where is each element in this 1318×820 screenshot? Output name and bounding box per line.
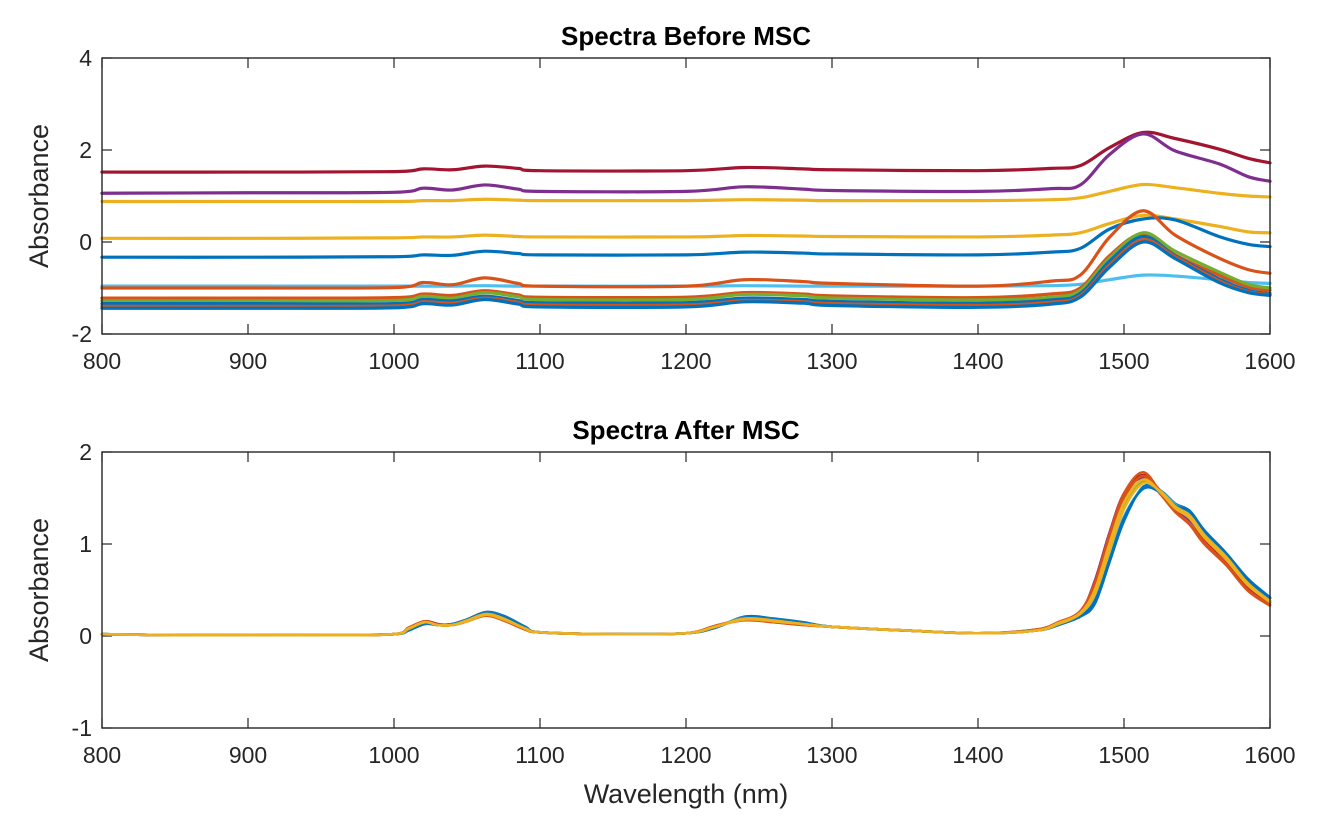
x-tick-label: 1000: [368, 348, 419, 374]
series-line-before-3: [100, 182, 1272, 204]
x-tick-label: 1000: [368, 742, 419, 768]
x-tick-label: 1600: [1244, 742, 1295, 768]
y-axis-label-after-msc: Absorbance: [24, 518, 54, 662]
x-tick-label: 800: [83, 742, 121, 768]
x-tick-label: 1600: [1244, 348, 1295, 374]
series-line-before-8: [100, 232, 1272, 300]
series-group-before-msc: [100, 130, 1272, 310]
subplot-after-msc: Spectra After MSC Absorbance 800 900 1000 1…: [24, 415, 1296, 768]
axis-ticks-after-msc: 800 900 1000 1100 1200 1300 1400 1500 1600 -1 0 1 2: [72, 439, 1296, 768]
y-tick-label: 0: [79, 623, 92, 649]
x-tick-label: 1200: [660, 742, 711, 768]
subplot-before-msc: Spectra Before MSC Absorbance 800 900 1000…: [24, 21, 1296, 374]
series-line-before-9: [100, 231, 1272, 303]
series-line-before-5: [100, 216, 1272, 259]
series-line-before-6: [100, 273, 1272, 288]
x-axis-label: Wavelength (nm): [584, 779, 789, 809]
x-tick-label: 900: [229, 348, 267, 374]
x-tick-label: 1300: [806, 742, 857, 768]
series-line-before-10: [100, 234, 1272, 306]
x-tick-label: 900: [229, 742, 267, 768]
x-tick-label: 1500: [1098, 742, 1149, 768]
y-tick-label: 0: [79, 229, 92, 255]
x-tick-label: 1500: [1098, 348, 1149, 374]
series-group-after-msc: [100, 470, 1272, 637]
x-tick-label: 1400: [952, 348, 1003, 374]
axis-ticks-before-msc: 800 900 1000 1100 1200 1300 1400 1500 1600 -2 0 2 4: [72, 45, 1296, 374]
x-tick-label: 1100: [515, 348, 564, 374]
series-line-after-10: [100, 478, 1272, 637]
y-tick-label: -2: [72, 321, 92, 347]
y-tick-label: 4: [79, 45, 92, 71]
y-tick-label: -1: [72, 715, 92, 741]
y-tick-label: 2: [79, 137, 92, 163]
plot-area-before-msc: [101, 57, 1271, 335]
series-line-before-1: [100, 130, 1272, 174]
series-line-before-7: [100, 209, 1272, 290]
x-tick-label: 1200: [660, 348, 711, 374]
chart-title-after-msc: Spectra After MSC: [572, 415, 800, 445]
x-tick-label: 1300: [806, 348, 857, 374]
y-axis-label-before-msc: Absorbance: [24, 124, 54, 268]
series-line-before-2: [100, 132, 1272, 195]
x-tick-label: 800: [83, 348, 121, 374]
plot-area-after-msc: [101, 451, 1271, 729]
x-tick-label: 1100: [515, 742, 564, 768]
chart-title-before-msc: Spectra Before MSC: [561, 21, 811, 51]
y-tick-label: 2: [79, 439, 92, 465]
y-tick-label: 1: [79, 531, 92, 557]
series-line-before-12: [100, 240, 1272, 310]
x-tick-label: 1400: [952, 742, 1003, 768]
